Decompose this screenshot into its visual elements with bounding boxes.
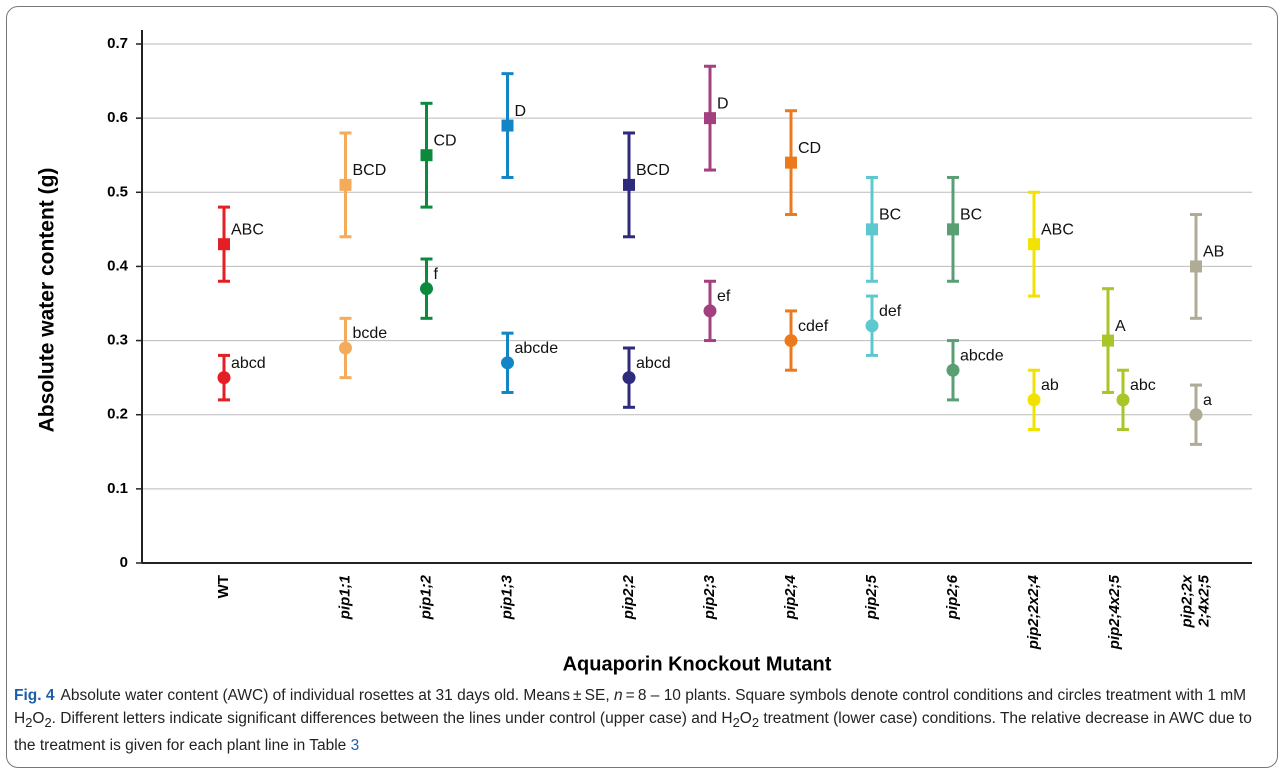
chart: Absolute water content (g) Aquaporin Kno… — [36, 30, 1252, 675]
marker — [703, 304, 717, 318]
significance-letter: f — [434, 266, 439, 283]
marker — [1028, 238, 1040, 251]
marker — [704, 112, 716, 125]
significance-letter: CD — [798, 140, 821, 157]
significance-letter: D — [717, 95, 729, 112]
x-tick-label: pip1;2 — [417, 574, 434, 620]
x-tick-label: pip2;2 — [620, 574, 637, 620]
y-tick-label: 0.1 — [107, 480, 128, 497]
significance-letter: ABC — [1041, 221, 1074, 238]
x-tick-label: pip2;2x2;4x2;5 — [1178, 574, 1212, 628]
marker — [339, 178, 352, 191]
x-tick-label: pip2;2x2;4 — [1025, 574, 1042, 650]
significance-letter: abcd — [636, 355, 671, 372]
y-axis-title: Absolute water content (g) — [36, 168, 59, 433]
y-tick-label: 0.2 — [107, 406, 128, 423]
significance-letter: BC — [960, 207, 982, 224]
y-tick-label: 0.6 — [107, 109, 128, 126]
significance-letter: cdef — [798, 318, 829, 335]
caption-text: 2 — [732, 715, 740, 731]
x-tick-label: pip2;3 — [701, 574, 718, 620]
x-tick-label: pip1;1 — [336, 575, 353, 620]
caption-text: = 8 – 10 plants. Square symbols denote c… — [14, 687, 1247, 727]
significance-letter: a — [1203, 392, 1212, 409]
significance-letter: ABC — [231, 221, 264, 238]
x-tick-label: pip1;3 — [498, 574, 515, 620]
marker — [866, 223, 878, 236]
caption-text: Absolute water content (AWC) of individu… — [60, 687, 614, 704]
y-tick-label: 0.3 — [107, 332, 128, 349]
y-tick-label: 0.7 — [107, 35, 128, 52]
significance-letter: D — [515, 103, 527, 120]
significance-letter: abc — [1130, 377, 1156, 394]
caption-text: O — [739, 710, 752, 727]
x-tick-label: WT — [215, 575, 232, 598]
marker — [784, 334, 798, 348]
significance-letter: abcde — [515, 340, 559, 357]
caption-text: 2 — [751, 715, 760, 731]
x-tick-label: pip2;6 — [944, 574, 961, 620]
caption-text: 2 — [44, 715, 52, 731]
marker — [865, 319, 879, 333]
x-tick-label: pip2;5 — [863, 574, 880, 620]
marker — [1189, 408, 1203, 422]
caption-link[interactable]: 3 — [350, 737, 360, 755]
significance-letter: BC — [879, 207, 901, 224]
marker — [785, 156, 797, 169]
marker — [947, 223, 959, 236]
significance-letter: ab — [1041, 377, 1059, 394]
caption-text: . Different letters indicate significant… — [51, 710, 733, 727]
significance-letter: AB — [1203, 244, 1224, 261]
marker — [339, 341, 352, 355]
marker — [217, 371, 231, 385]
significance-letter: abcd — [231, 355, 266, 372]
figure-frame — [6, 6, 1278, 768]
significance-letter: CD — [434, 132, 457, 149]
marker — [622, 371, 636, 385]
caption: Fig. 4 Absolute water content (AWC) of in… — [14, 684, 1270, 757]
significance-letter: BCD — [636, 162, 670, 179]
caption-label: Fig. 4 — [14, 687, 55, 704]
marker — [1190, 260, 1202, 273]
x-tick-label: pip2;4x2;5 — [1106, 574, 1123, 650]
caption-text: treatment (lower case) conditions. The r… — [14, 710, 1252, 755]
significance-letter: abcde — [960, 347, 1004, 364]
caption-text: 2 — [25, 715, 33, 731]
y-tick-label: 0 — [120, 554, 128, 571]
marker — [501, 356, 514, 370]
significance-letter: ef — [717, 288, 731, 305]
marker — [218, 238, 230, 251]
marker — [1102, 334, 1114, 347]
caption-text: O — [32, 710, 45, 727]
x-tick-label: pip2;4 — [782, 574, 799, 620]
significance-letter: BCD — [353, 162, 387, 179]
marker — [420, 149, 433, 162]
significance-letter: A — [1115, 318, 1126, 335]
marker — [1116, 393, 1130, 407]
marker — [501, 119, 514, 132]
marker — [946, 363, 960, 377]
y-tick-label: 0.4 — [107, 257, 129, 274]
significance-letter: bcde — [353, 325, 388, 342]
y-tick-label: 0.5 — [107, 183, 128, 200]
marker — [1027, 393, 1041, 407]
caption-text: n — [613, 687, 623, 704]
x-axis-title: Aquaporin Knockout Mutant — [563, 653, 832, 675]
significance-letter: def — [879, 303, 902, 320]
marker — [623, 178, 635, 191]
marker — [420, 282, 433, 296]
